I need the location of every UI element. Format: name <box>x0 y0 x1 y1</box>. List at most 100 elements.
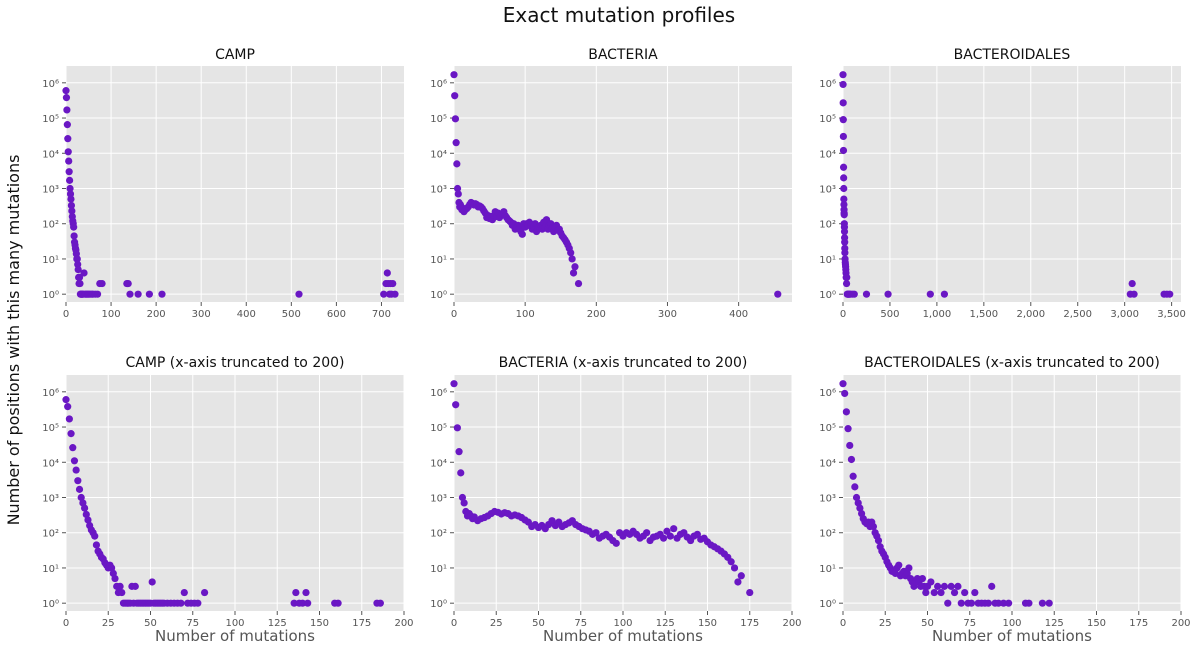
data-point <box>774 290 782 298</box>
data-point <box>839 116 847 124</box>
data-point <box>134 290 142 298</box>
data-point <box>841 238 849 246</box>
grid <box>65 66 404 302</box>
data-point <box>967 599 976 607</box>
x-tick-label: 3,500 <box>1157 309 1186 320</box>
panel-title: BACTERIA <box>588 47 658 63</box>
data-point <box>918 574 927 583</box>
data-point <box>839 71 847 79</box>
x-tick-label: 400 <box>729 309 748 320</box>
data-point <box>453 184 462 193</box>
x-tick-label: 400 <box>237 309 256 320</box>
x-tick-label: 200 <box>587 309 606 320</box>
data-point <box>856 504 864 512</box>
data-point <box>74 265 82 274</box>
x-tick-label: 100 <box>225 618 244 629</box>
data-point <box>957 599 965 607</box>
data-point <box>852 493 861 502</box>
data-point <box>77 493 85 502</box>
data-point <box>116 582 124 590</box>
data-point <box>518 230 526 238</box>
x-tick-label: 0 <box>451 618 457 629</box>
data-point <box>937 588 945 597</box>
x-tick-label: 700 <box>372 309 391 320</box>
y-tick-label: 10⁰ <box>819 599 836 610</box>
y-tick-label: 10⁵ <box>819 114 836 125</box>
data-point <box>961 588 969 597</box>
data-point <box>839 380 847 388</box>
x-tick-label: 100 <box>102 309 121 320</box>
data-point <box>65 168 73 176</box>
data-point <box>70 457 79 465</box>
scatter-points <box>62 396 384 607</box>
y-tick-label: 10¹ <box>42 564 59 575</box>
data-point <box>295 290 303 298</box>
y-tick-label: 10³ <box>819 184 836 195</box>
data-point <box>453 160 461 168</box>
data-point <box>840 211 848 219</box>
x-axis-label: Number of mutations <box>155 627 315 645</box>
data-point <box>145 290 153 298</box>
data-point <box>376 599 384 607</box>
data-point <box>670 525 678 533</box>
data-point <box>568 255 576 263</box>
data-point <box>840 174 848 182</box>
data-point <box>65 157 73 165</box>
panel-title: BACTEROIDALES <box>954 47 1071 63</box>
x-tick-label: 200 <box>394 618 413 629</box>
x-tick-label: 75 <box>574 618 587 629</box>
data-point <box>180 588 188 597</box>
data-point <box>988 582 996 590</box>
x-tick-label: 300 <box>192 309 211 320</box>
x-tick-label: 175 <box>352 618 371 629</box>
data-point <box>80 504 89 512</box>
data-point <box>840 200 848 209</box>
y-tick-label: 10⁵ <box>430 423 447 434</box>
data-point <box>158 290 166 298</box>
x-tick-label: 1,000 <box>923 309 952 320</box>
data-point <box>74 260 82 269</box>
data-point <box>74 477 82 485</box>
data-point <box>862 290 871 298</box>
y-tick-label: 10⁰ <box>430 599 447 610</box>
data-point <box>62 396 70 404</box>
data-point <box>567 249 575 257</box>
data-point <box>290 599 298 607</box>
y-tick-label: 10² <box>819 529 836 540</box>
x-ticks: 0 100 200 300 400 500 600 700 <box>63 302 391 320</box>
x-tick-label: 0 <box>63 618 69 629</box>
data-point <box>194 599 202 607</box>
data-point <box>840 227 849 236</box>
data-point <box>148 578 156 586</box>
data-point <box>571 263 579 271</box>
x-tick-label: 175 <box>1129 618 1148 629</box>
y-tick-label: 10⁰ <box>430 290 447 301</box>
data-point <box>111 574 119 583</box>
data-point <box>454 190 462 198</box>
data-point <box>200 588 209 597</box>
y-ticks: 10⁰ 10¹ 10² 10³ 10⁴ 10⁵ 10⁶ <box>819 79 843 301</box>
data-point <box>80 269 88 277</box>
data-point <box>954 582 962 590</box>
x-tick-label: 2,000 <box>1016 309 1045 320</box>
data-point <box>450 380 458 388</box>
data-point <box>842 408 850 416</box>
y-tick-label: 10⁶ <box>819 79 836 90</box>
y-tick-label: 10³ <box>430 184 447 195</box>
data-point <box>643 529 651 537</box>
data-point <box>666 532 674 540</box>
panel-title: CAMP (x-axis truncated to 200) <box>125 355 344 371</box>
data-point <box>67 195 75 203</box>
data-point <box>847 455 856 464</box>
data-point <box>304 599 312 607</box>
data-point <box>884 290 892 298</box>
x-axis-label: Number of mutations <box>932 627 1092 645</box>
scatter-points <box>450 71 782 298</box>
grid <box>842 66 1181 302</box>
data-point <box>905 564 913 572</box>
data-point <box>841 389 849 398</box>
data-point <box>746 588 754 597</box>
data-point <box>612 539 620 547</box>
data-point <box>453 424 461 432</box>
x-tick-label: 75 <box>963 618 976 629</box>
